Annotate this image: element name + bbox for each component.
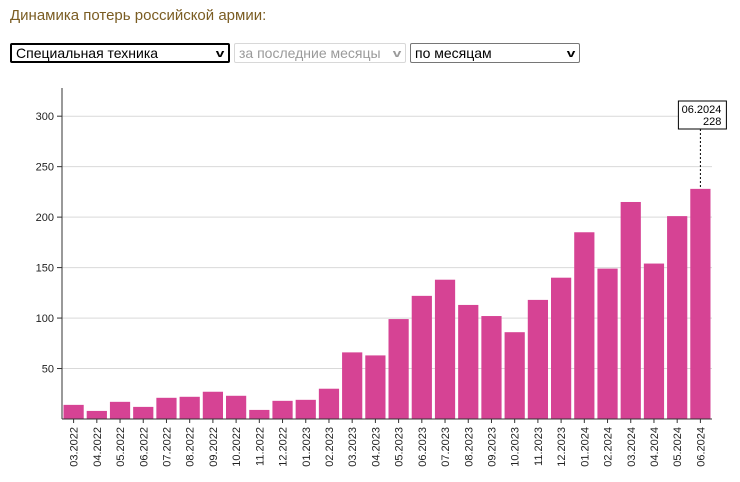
x-tick-label: 08.2022 (185, 427, 197, 467)
axes: 50 100 150 200 250 300 03.2022 04.2022 05.2022 06… (36, 88, 712, 467)
bar-08.2022[interactable] (179, 396, 200, 419)
x-tick-label: 03.2023 (347, 427, 359, 467)
bar-06.2022[interactable] (133, 406, 154, 419)
y-tick-label: 100 (36, 313, 54, 325)
x-tick-label: 03.2022 (69, 427, 81, 467)
chevron-down-icon: v (215, 48, 225, 60)
x-tick-label: 03.2024 (626, 427, 638, 467)
y-tick-label: 250 (36, 162, 54, 174)
y-tick-label: 150 (36, 263, 54, 275)
bar-04.2023[interactable] (365, 355, 386, 419)
bars (63, 188, 711, 419)
x-tick-label: 04.2023 (370, 427, 382, 467)
bar-01.2024[interactable] (574, 232, 595, 419)
x-tick-label: 06.2024 (695, 427, 707, 467)
x-tick-label: 07.2023 (440, 427, 452, 467)
y-tick-label: 50 (42, 364, 54, 376)
x-tick-label: 12.2022 (278, 427, 290, 467)
equipment-type-select-value: Специальная техника (16, 45, 159, 61)
period-select: за последние месяцы v (234, 43, 406, 63)
grouping-select-value: по месяцам (415, 45, 492, 61)
x-tick-label: 11.2022 (254, 427, 266, 466)
x-tick-label: 12.2023 (556, 427, 568, 467)
chevron-down-icon: v (566, 48, 576, 60)
bar-11.2023[interactable] (527, 299, 548, 419)
bar-09.2022[interactable] (202, 391, 223, 419)
bar-05.2023[interactable] (388, 319, 409, 419)
bar-06.2023[interactable] (411, 295, 432, 419)
x-tick-label: 05.2023 (394, 427, 406, 467)
chevron-down-icon: v (392, 48, 402, 60)
bar-06.2024[interactable] (690, 188, 711, 419)
bar-04.2024[interactable] (643, 263, 665, 419)
bar-03.2024[interactable] (620, 201, 641, 419)
page-title: Динамика потерь российской армии: (10, 7, 267, 24)
bar-12.2023[interactable] (551, 277, 572, 419)
y-tick-label: 200 (36, 212, 54, 224)
grouping-select[interactable]: по месяцам v (410, 43, 580, 63)
bar-04.2022[interactable] (86, 410, 107, 419)
x-tick-label: 11.2023 (533, 427, 545, 466)
x-tick-label: 06.2022 (138, 427, 150, 467)
bar-10.2022[interactable] (226, 395, 247, 419)
x-tick-label: 10.2023 (510, 427, 522, 467)
bar-01.2023[interactable] (295, 399, 316, 419)
bar-09.2023[interactable] (481, 316, 502, 419)
x-tick-label: 09.2023 (486, 427, 498, 467)
x-tick-label: 02.2023 (324, 427, 336, 467)
bar-02.2023[interactable] (318, 388, 340, 419)
bar-11.2022[interactable] (249, 409, 270, 419)
x-tick-label: 07.2022 (161, 427, 173, 467)
bar-08.2023[interactable] (458, 304, 479, 419)
period-select-value: за последние месяцы (239, 45, 381, 61)
bar-03.2023[interactable] (342, 352, 363, 419)
bar-12.2022[interactable] (272, 400, 293, 419)
bar-10.2023[interactable] (504, 332, 525, 419)
x-tick-label: 10.2022 (231, 427, 243, 467)
x-tick-label: 01.2023 (301, 427, 313, 467)
x-tick-label: 05.2024 (672, 427, 684, 467)
x-tick-label: 04.2024 (649, 427, 661, 467)
bar-03.2022[interactable] (63, 404, 84, 419)
bar-02.2024[interactable] (597, 268, 618, 419)
y-tick-label: 300 (36, 111, 54, 123)
bar-07.2023[interactable] (434, 279, 456, 419)
x-tick-label: 02.2024 (603, 427, 615, 467)
equipment-type-select[interactable]: Специальная техника v (10, 43, 230, 63)
x-tick-label: 08.2023 (463, 427, 475, 467)
x-tick-label: 01.2024 (579, 427, 591, 467)
bar-07.2022[interactable] (156, 397, 177, 419)
x-tick-label: 06.2023 (417, 427, 429, 467)
bar-05.2022[interactable] (109, 401, 131, 419)
x-tick-label: 05.2022 (115, 427, 127, 467)
tooltip-label: 06.2024 (682, 104, 722, 116)
tooltip-value: 228 (703, 116, 721, 128)
tooltip-box (677, 100, 727, 130)
x-tick-label: 04.2022 (92, 427, 104, 467)
bar-05.2024[interactable] (667, 216, 688, 419)
x-tick-label: 09.2022 (208, 427, 220, 467)
